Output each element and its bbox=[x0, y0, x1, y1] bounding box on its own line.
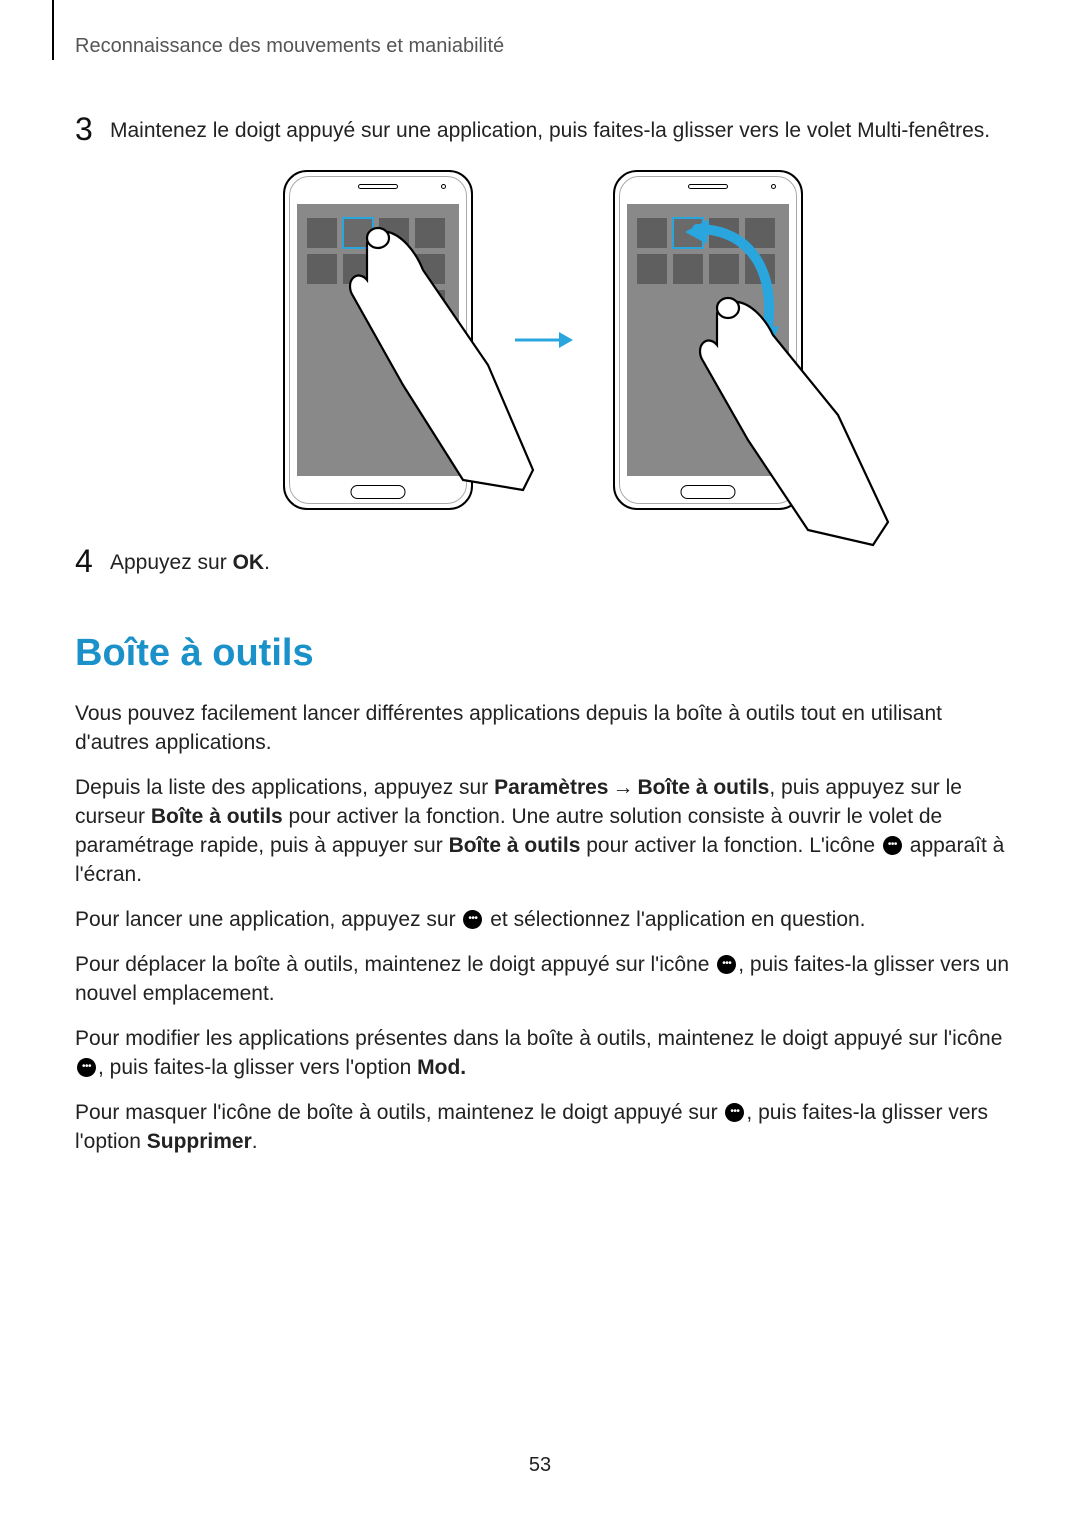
p2-b2: Boîte à outils bbox=[638, 776, 770, 799]
arrow-between-icon bbox=[513, 328, 573, 352]
para-2: Depuis la liste des applications, appuye… bbox=[75, 774, 1010, 890]
p6-a: Pour masquer l'icône de boîte à outils, … bbox=[75, 1101, 723, 1124]
para-3: Pour lancer une application, appuyez sur… bbox=[75, 906, 1010, 935]
p2-e: pour activer la fonction. L'icône bbox=[580, 834, 881, 857]
p4-a: Pour déplacer la boîte à outils, mainten… bbox=[75, 953, 715, 976]
p5-b: , puis faites-la glisser vers l'option bbox=[98, 1056, 417, 1079]
phone-left bbox=[283, 170, 473, 510]
side-rule bbox=[52, 0, 54, 60]
app-grid-left bbox=[307, 218, 445, 320]
p3-a: Pour lancer une application, appuyez sur bbox=[75, 908, 461, 931]
swipe-arrow-icon bbox=[667, 214, 787, 374]
para-4: Pour déplacer la boîte à outils, mainten… bbox=[75, 951, 1010, 1009]
section-title: Boîte à outils bbox=[75, 632, 1010, 675]
para-1: Vous pouvez facilement lancer différente… bbox=[75, 700, 1010, 758]
p5-bold: Mod. bbox=[417, 1056, 466, 1079]
step-4-bold: OK bbox=[233, 551, 265, 574]
step-3: 3 Maintenez le doigt appuyé sur une appl… bbox=[75, 113, 1010, 145]
step-4-number: 4 bbox=[75, 545, 110, 577]
dots-icon bbox=[725, 1103, 744, 1122]
step-4-text: Appuyez sur OK. bbox=[110, 545, 270, 575]
dots-icon bbox=[463, 910, 482, 929]
p3-b: et sélectionnez l'application en questio… bbox=[484, 908, 865, 931]
p2-a: Depuis la liste des applications, appuye… bbox=[75, 776, 494, 799]
page-header: Reconnaissance des mouvements et maniabi… bbox=[75, 35, 1010, 58]
instruction-figure bbox=[75, 170, 1010, 510]
page-number: 53 bbox=[529, 1454, 551, 1477]
p6-bold: Supprimer bbox=[147, 1130, 252, 1153]
dots-icon bbox=[883, 836, 902, 855]
para-5: Pour modifier les applications présentes… bbox=[75, 1025, 1010, 1083]
dots-icon bbox=[77, 1058, 96, 1077]
step-3-number: 3 bbox=[75, 113, 110, 145]
p2-b3: Boîte à outils bbox=[151, 805, 283, 828]
phone-right bbox=[613, 170, 803, 510]
arrow-inline: → bbox=[613, 774, 634, 803]
step-4: 4 Appuyez sur OK. bbox=[75, 545, 1010, 577]
p6-c: . bbox=[252, 1130, 258, 1153]
para-6: Pour masquer l'icône de boîte à outils, … bbox=[75, 1099, 1010, 1157]
dots-icon bbox=[717, 955, 736, 974]
p2-b4: Boîte à outils bbox=[449, 834, 581, 857]
p2-b1: Paramètres bbox=[494, 776, 608, 799]
p5-a: Pour modifier les applications présentes… bbox=[75, 1027, 1002, 1050]
step-4-post: . bbox=[264, 551, 270, 574]
step-4-pre: Appuyez sur bbox=[110, 551, 233, 574]
step-3-text: Maintenez le doigt appuyé sur une applic… bbox=[110, 113, 990, 143]
